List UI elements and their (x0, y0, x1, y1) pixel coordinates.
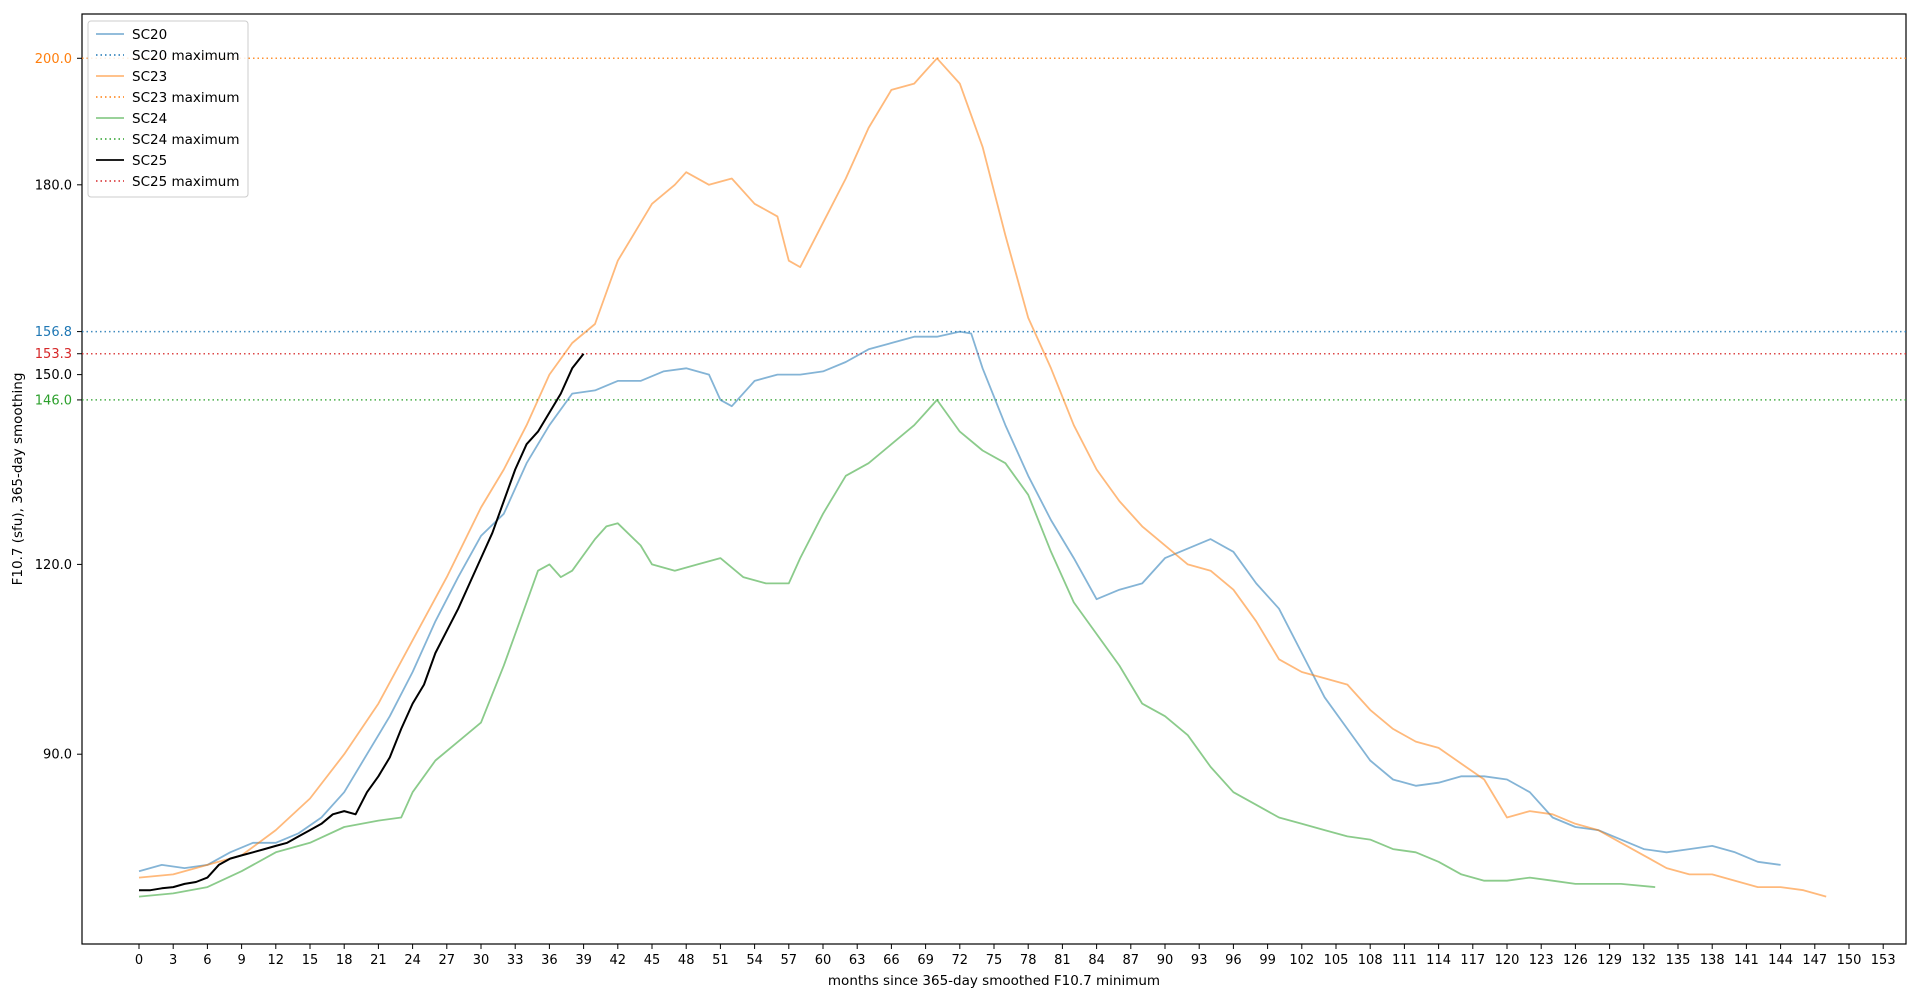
legend: SC20 SC20 maximum SC23 SC23 maximum SC24 SC24… (87, 20, 249, 198)
legend-label: SC25 maximum (132, 174, 240, 190)
x-tick-label: 84 (1088, 953, 1105, 968)
x-tick-label: 111 (1392, 953, 1417, 968)
x-tick-label: 54 (746, 953, 763, 968)
x-tick-label: 15 (302, 953, 319, 968)
y-tick-label: 200.0 (35, 52, 72, 67)
x-tick-label: 123 (1529, 953, 1554, 968)
x-tick-label: 42 (610, 953, 627, 968)
x-tick-label: 69 (917, 953, 934, 968)
x-tick-label: 51 (712, 953, 729, 968)
y-tick-label: 180.0 (35, 178, 72, 193)
x-tick-label: 144 (1768, 953, 1793, 968)
series-line-sc24 (138, 398, 1656, 898)
y-tick-label: 153.3 (35, 347, 72, 362)
series-line-sc20 (138, 330, 1781, 873)
x-tick-label: 105 (1324, 953, 1349, 968)
y-tick-label: 90.0 (43, 748, 72, 763)
x-tick-label: 78 (1020, 953, 1037, 968)
x-tick-label: 108 (1358, 953, 1383, 968)
reference-lines (82, 57, 1906, 401)
x-tick-label: 96 (1225, 953, 1242, 968)
x-tick-label: 102 (1289, 953, 1314, 968)
x-tick-label: 66 (883, 953, 900, 968)
x-tick-label: 21 (370, 953, 387, 968)
x-tick-label: 60 (815, 953, 832, 968)
series-lines (138, 57, 1827, 898)
legend-label: SC20 maximum (132, 48, 240, 64)
x-tick-label: 36 (541, 953, 558, 968)
y-axis-label: F10.7 (sfu), 365-day smoothing (10, 373, 26, 586)
x-tick-label: 126 (1563, 953, 1588, 968)
legend-label: SC23 (132, 69, 167, 85)
y-tick-label: 146.0 (35, 393, 72, 408)
x-tick-label: 150 (1837, 953, 1862, 968)
x-tick-label: 117 (1460, 953, 1485, 968)
x-tick-label: 6 (203, 953, 211, 968)
series-line-sc23 (138, 57, 1827, 898)
x-tick-label: 75 (986, 953, 1003, 968)
x-tick-label: 129 (1597, 953, 1622, 968)
x-tick-label: 99 (1259, 953, 1276, 968)
x-tick-label: 12 (268, 953, 285, 968)
x-tick-label: 24 (404, 953, 421, 968)
x-tick-label: 72 (952, 953, 969, 968)
x-tick-label: 87 (1123, 953, 1140, 968)
x-tick-label: 30 (473, 953, 490, 968)
legend-label: SC24 maximum (132, 132, 240, 148)
x-tick-label: 120 (1495, 953, 1520, 968)
x-tick-label: 138 (1700, 953, 1725, 968)
x-tick-label: 57 (781, 953, 798, 968)
legend-label: SC24 (132, 111, 167, 127)
y-tick-label: 120.0 (35, 558, 72, 573)
x-tick-label: 153 (1871, 953, 1896, 968)
x-tick-label: 90 (1157, 953, 1174, 968)
series-line-sc25 (139, 353, 585, 892)
x-tick-label: 81 (1054, 953, 1071, 968)
x-tick-label: 132 (1631, 953, 1656, 968)
x-tick-label: 27 (439, 953, 456, 968)
x-tick-label: 39 (575, 953, 592, 968)
y-tick-label: 156.8 (35, 325, 72, 340)
legend-label: SC20 (132, 27, 167, 43)
legend-label: SC25 (132, 153, 167, 169)
y-axis: 90.0 120.0 146.0 150.0 153.3 156.8 180.0 200.0 (35, 52, 82, 763)
legend-label: SC23 maximum (132, 90, 240, 106)
x-tick-label: 141 (1734, 953, 1759, 968)
x-tick-label: 114 (1426, 953, 1451, 968)
x-tick-label: 135 (1666, 953, 1691, 968)
x-tick-label: 18 (336, 953, 353, 968)
legend-box (87, 20, 249, 198)
x-tick-label: 3 (169, 953, 177, 968)
x-tick-label: 48 (678, 953, 695, 968)
x-tick-label: 33 (507, 953, 524, 968)
x-axis-label: months since 365-day smoothed F10.7 mini… (828, 973, 1160, 989)
x-tick-label: 9 (237, 953, 245, 968)
x-tick-label: 93 (1191, 953, 1208, 968)
x-tick-label: 0 (135, 953, 143, 968)
y-tick-label: 150.0 (35, 368, 72, 383)
x-tick-label: 45 (644, 953, 661, 968)
x-axis: 0 3 6 9 12 15 18 21 24 27 30 33 36 39 42 45 48 51 54 57 60 63… (135, 944, 1896, 968)
x-tick-label: 147 (1802, 953, 1827, 968)
x-tick-label: 63 (849, 953, 866, 968)
plot-frame (81, 13, 1907, 945)
